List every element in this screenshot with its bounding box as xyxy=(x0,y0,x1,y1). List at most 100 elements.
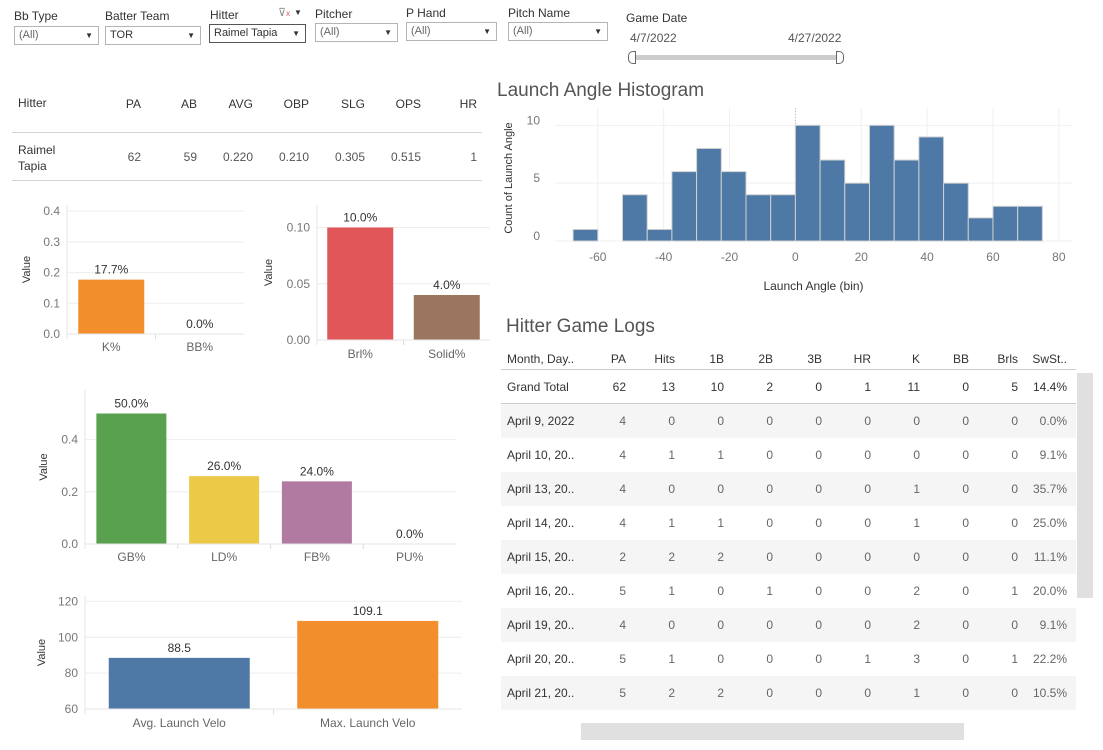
cell: 11.1% xyxy=(1033,550,1067,564)
cell: 0 xyxy=(1011,448,1018,462)
y-tick-label: 80 xyxy=(65,666,79,680)
y-axis-title: Value xyxy=(263,259,275,286)
cell-ops: 0.515 xyxy=(390,150,421,164)
cell: 2 xyxy=(717,686,724,700)
col-header-ab: AB xyxy=(180,97,197,111)
y-tick-label: 10 xyxy=(527,113,541,127)
date-slider-end-handle[interactable] xyxy=(836,51,844,64)
table-row[interactable]: April 13, 20.. 4 0 0 0 0 0 1 0 0 35.7% xyxy=(501,472,1076,506)
col-header[interactable]: Brls xyxy=(997,352,1018,366)
table-row[interactable]: April 15, 20.. 2 2 2 0 0 0 0 0 0 11.1% xyxy=(501,540,1076,574)
cell: 0 xyxy=(815,686,822,700)
col-header[interactable]: Month, Day.. xyxy=(507,352,575,366)
hitter-select[interactable]: Raimel Tapia ▼ xyxy=(209,24,306,43)
histogram-bar xyxy=(646,228,673,242)
pitcher-select[interactable]: (All) ▼ xyxy=(315,23,398,42)
table-row[interactable]: April 14, 20.. 4 1 1 0 0 0 1 0 0 25.0% xyxy=(501,506,1076,540)
y-tick-label: 0.05 xyxy=(287,277,311,291)
row-label: April 15, 20.. xyxy=(507,550,575,564)
bar xyxy=(78,279,145,334)
col-header[interactable]: 3B xyxy=(807,352,822,366)
cell: 5 xyxy=(619,686,626,700)
filter-label: Game Date xyxy=(626,11,688,25)
cell: 2 xyxy=(717,550,724,564)
table-row[interactable]: April 21, 20.. 5 2 2 0 0 0 1 0 0 10.5% xyxy=(501,676,1076,710)
grand-total-row[interactable]: Grand Total 62 13 10 2 0 1 11 0 5 14.4% xyxy=(501,370,1076,404)
p-hand-select[interactable]: (All) ▼ xyxy=(406,22,497,41)
bar xyxy=(108,657,250,709)
cell: 4 xyxy=(619,618,626,632)
cell: 0 xyxy=(766,448,773,462)
cell: 5 xyxy=(619,652,626,666)
table-row[interactable]: April 16, 20.. 5 1 0 1 0 0 2 0 1 20.0% xyxy=(501,574,1076,608)
cell: 5 xyxy=(619,584,626,598)
col-header[interactable]: BB xyxy=(952,352,969,366)
data-label: 26.0% xyxy=(207,459,241,473)
y-tick-label: 0.2 xyxy=(61,485,78,499)
histogram-bar xyxy=(572,228,599,242)
histogram-bar xyxy=(745,194,772,242)
cell: 0 xyxy=(815,550,822,564)
col-header-pa: PA xyxy=(125,97,141,111)
category-label: Avg. Launch Velo xyxy=(133,716,227,730)
histogram-bar xyxy=(622,194,648,242)
col-header[interactable]: 2B xyxy=(758,352,773,366)
category-label: PU% xyxy=(396,550,424,564)
col-header[interactable]: 1B xyxy=(709,352,724,366)
cell: 1 xyxy=(913,482,920,496)
horizontal-scrollbar[interactable] xyxy=(581,723,964,740)
data-label: 17.7% xyxy=(94,263,128,277)
cell: 0 xyxy=(864,414,871,428)
bb-type-select[interactable]: (All) ▼ xyxy=(14,26,99,45)
table-row[interactable]: April 20, 20.. 5 1 0 0 0 1 3 0 1 22.2% xyxy=(501,642,1076,676)
select-value: (All) xyxy=(513,25,533,37)
col-header[interactable]: HR xyxy=(853,352,871,366)
select-value: (All) xyxy=(411,25,431,37)
data-label: 50.0% xyxy=(114,396,148,410)
cell: 0.0% xyxy=(1039,414,1067,428)
col-header[interactable]: PA xyxy=(610,352,626,366)
row-label: April 13, 20.. xyxy=(507,482,575,496)
table-row[interactable]: April 10, 20.. 4 1 1 0 0 0 0 0 0 9.1% xyxy=(501,438,1076,472)
row-label: April 10, 20.. xyxy=(507,448,575,462)
cell: 0 xyxy=(717,482,724,496)
cell: 0 xyxy=(668,414,675,428)
bar xyxy=(189,476,260,544)
table-row[interactable]: April 9, 2022 4 0 0 0 0 0 0 0 0 0.0% xyxy=(501,404,1076,438)
batter-team-select[interactable]: TOR ▼ xyxy=(105,26,201,45)
cell: 0 xyxy=(962,686,969,700)
y-tick-label: 0.0 xyxy=(43,327,60,341)
col-header[interactable]: Hits xyxy=(654,352,675,366)
x-tick-label: -20 xyxy=(721,250,739,264)
hitter-name: Raimel Tapia xyxy=(18,143,56,173)
y-axis-title: Value xyxy=(36,639,48,666)
date-slider-start-handle[interactable] xyxy=(628,51,636,64)
data-label: 88.5 xyxy=(168,641,192,655)
y-tick-label: 0.2 xyxy=(43,266,60,280)
histogram-bar xyxy=(770,194,796,242)
y-tick-label: 0.4 xyxy=(43,204,60,218)
cell: 2 xyxy=(913,584,920,598)
pitch-name-select[interactable]: (All) ▼ xyxy=(508,22,608,41)
col-header[interactable]: SwSt.. xyxy=(1032,352,1067,366)
cell: 0 xyxy=(1011,482,1018,496)
histogram-bar xyxy=(918,136,945,242)
cell: 0 xyxy=(962,652,969,666)
filter-menu-icon[interactable]: ▼ xyxy=(294,8,302,17)
row-label: Grand Total xyxy=(507,380,569,394)
date-slider-track[interactable] xyxy=(632,55,840,60)
cell: 0 xyxy=(766,652,773,666)
category-label: K% xyxy=(102,340,121,354)
cell-pa: 62 xyxy=(127,150,141,164)
category-label: Brl% xyxy=(348,347,374,361)
table-row[interactable]: April 19, 20.. 4 0 0 0 0 0 2 0 0 9.1% xyxy=(501,608,1076,642)
filter-label: Hitter xyxy=(210,8,239,22)
cell: 0 xyxy=(815,414,822,428)
col-header[interactable]: K xyxy=(911,352,920,366)
row-label: April 9, 2022 xyxy=(507,414,575,428)
cell: 13 xyxy=(661,380,675,394)
cell: 9.1% xyxy=(1039,618,1067,632)
vertical-scrollbar[interactable] xyxy=(1077,373,1093,598)
x-tick-label: 80 xyxy=(1052,250,1066,264)
clear-filter-icon[interactable]: ⊽x xyxy=(278,7,291,19)
